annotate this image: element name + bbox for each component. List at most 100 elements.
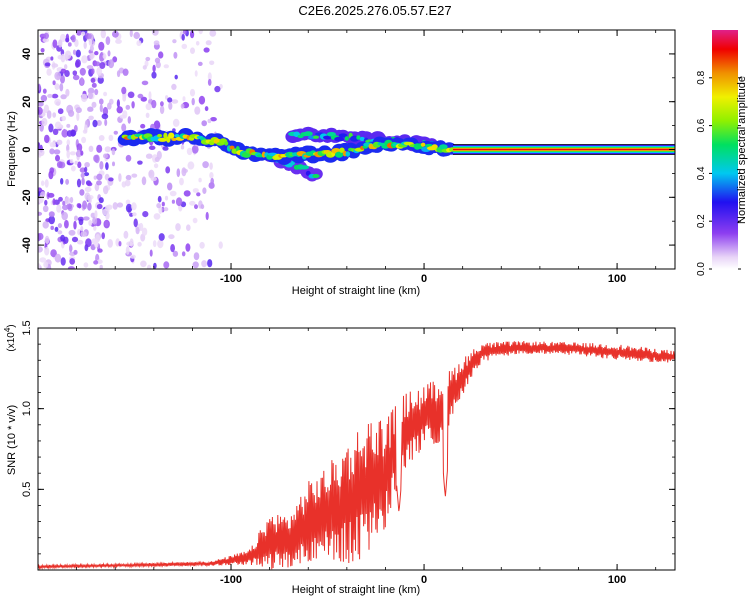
heatmap-noise-blob [192,217,198,224]
heatmap-noise-blob [43,261,49,269]
heatmap-noise-blob [93,260,99,265]
heatmap-noise-blob [72,70,78,76]
colorbar-label: Normalized spectral amplitude [736,76,748,224]
heatmap-noise-blob [96,144,103,153]
heatmap-noise-blob [96,173,103,181]
heatmap-noise-blob [75,107,82,114]
heatmap-noise-blob [62,128,66,138]
heatmap-noise-blob [131,202,137,211]
heatmap-noise-blob [124,179,131,187]
heatmap-noise-blob [171,83,177,90]
heatmap-noise-blob [81,93,88,103]
heatmap-noise-blob [71,34,76,43]
heatmap-noise-blob [65,37,70,43]
heatmap-noise-blob [38,246,43,253]
heatmap-noise-blob [74,39,79,48]
heatmap-noise-blob [193,252,200,261]
heatmap-noise-blob [152,240,157,248]
heatmap-noise-blob [111,148,116,156]
heatmap-noise-blob [101,113,109,120]
heatmap-noise-blob [148,145,156,150]
heatmap-ridge-mark [431,144,438,149]
heatmap-noise-blob [92,216,98,225]
heatmap-noise-blob [102,53,107,59]
heatmap-ridge-mark [312,174,320,178]
heatmap-noise-blob [59,33,66,43]
heatmap-noise-blob [180,103,185,109]
heatmap-noise-blob [189,88,196,97]
heatmap-noise-blob [74,160,78,165]
heatmap-noise-blob [48,123,54,133]
heatmap-noise-blob [82,216,90,221]
heatmap-noise-blob [38,106,43,115]
heatmap-noise-blob [112,202,118,210]
heatmap-noise-blob [191,97,195,106]
heatmap-noise-blob [201,120,207,127]
snr-x-tick-label: 100 [608,574,626,586]
heatmap-noise-blob [210,117,217,122]
heatmap-noise-blob [89,52,94,60]
heatmap-noise-blob [87,92,93,100]
heatmap-noise-blob [123,230,129,239]
heatmap-noise-blob [52,39,58,48]
heatmap-ridge-mark [174,134,180,138]
heatmap-noise-blob [88,220,93,226]
heatmap-noise-blob [86,182,93,187]
heatmap-noise-blob [148,91,152,100]
heatmap-noise-blob [49,148,55,155]
heatmap-noise-blob [72,74,80,81]
heatmap-noise-blob [107,102,112,110]
heatmap-noise-blob [93,225,97,231]
heatmap-noise-blob [108,59,115,69]
heatmap-noise-blob [80,226,84,232]
heatmap-noise-blob [218,241,223,249]
heatmap-noise-blob [171,199,175,204]
heatmap-noise-blob [107,239,113,248]
heatmap-noise-blob [183,190,191,197]
heatmap-noise-blob [38,195,44,204]
heatmap-noise-blob [156,150,162,160]
heatmap-noise-blob [98,197,104,204]
heatmap-noise-blob [68,109,75,117]
heatmap-noise-blob [96,66,103,76]
snr-axes: -100 0 100 0.5 1.0 1.5 [21,320,675,586]
heatmap-noise-blob [137,93,144,99]
heatmap-noise-blob [173,51,178,59]
heatmap-noise-blob [104,118,108,127]
heatmap-noise-blob [94,210,98,219]
colorbar-tick-label: 0.0 [696,262,707,276]
heatmap-noise-blob [153,163,159,169]
heatmap-noise-blob [54,253,62,263]
heatmap-noise-blob [40,48,45,53]
heatmap-noise-blob [81,55,88,64]
colorbar: 0.0 0.2 0.4 0.6 0.8 Normalized spectral ampl… [696,30,748,276]
heatmap-noise-blob [90,77,96,83]
heatmap-noise-blob [153,40,160,46]
heatmap-noise-blob [48,215,55,225]
heatmap-noise-blob [195,41,200,46]
heatmap-noise-blob [77,149,81,157]
heatmap-noise-blob [43,32,49,40]
heatmap-noise-blob [42,221,49,229]
figure-title: C2E6.2025.276.05.57.E27 [298,3,451,18]
heatmap-noise-blob [167,182,173,191]
heatmap-noise-blob [99,62,106,69]
colorbar-tick-label: 0.8 [696,70,707,84]
heatmap-noise-blob [125,104,131,110]
heatmap-noise-blob [54,98,61,106]
heatmap-ridge-mark [338,133,348,138]
heatmap-noise-blob [171,99,179,104]
heatmap-noise-blob [49,142,56,148]
heatmap-noise-blob [182,96,186,102]
heatmap-noise-blob [99,104,103,113]
heatmap-noise-blob [61,115,66,122]
heatmap-noise-blob [47,93,53,98]
snr-x-label: Height of straight line (km) [292,584,420,596]
heatmap-noise-blob [99,98,104,105]
heatmap-noise-blob [133,218,138,228]
colorbar-axes: 0.0 0.2 0.4 0.6 0.8 [696,70,741,276]
heatmap-noise-blob [142,211,149,218]
heatmap-noise-blob [98,135,105,141]
heatmap-noise-blob [104,220,109,227]
